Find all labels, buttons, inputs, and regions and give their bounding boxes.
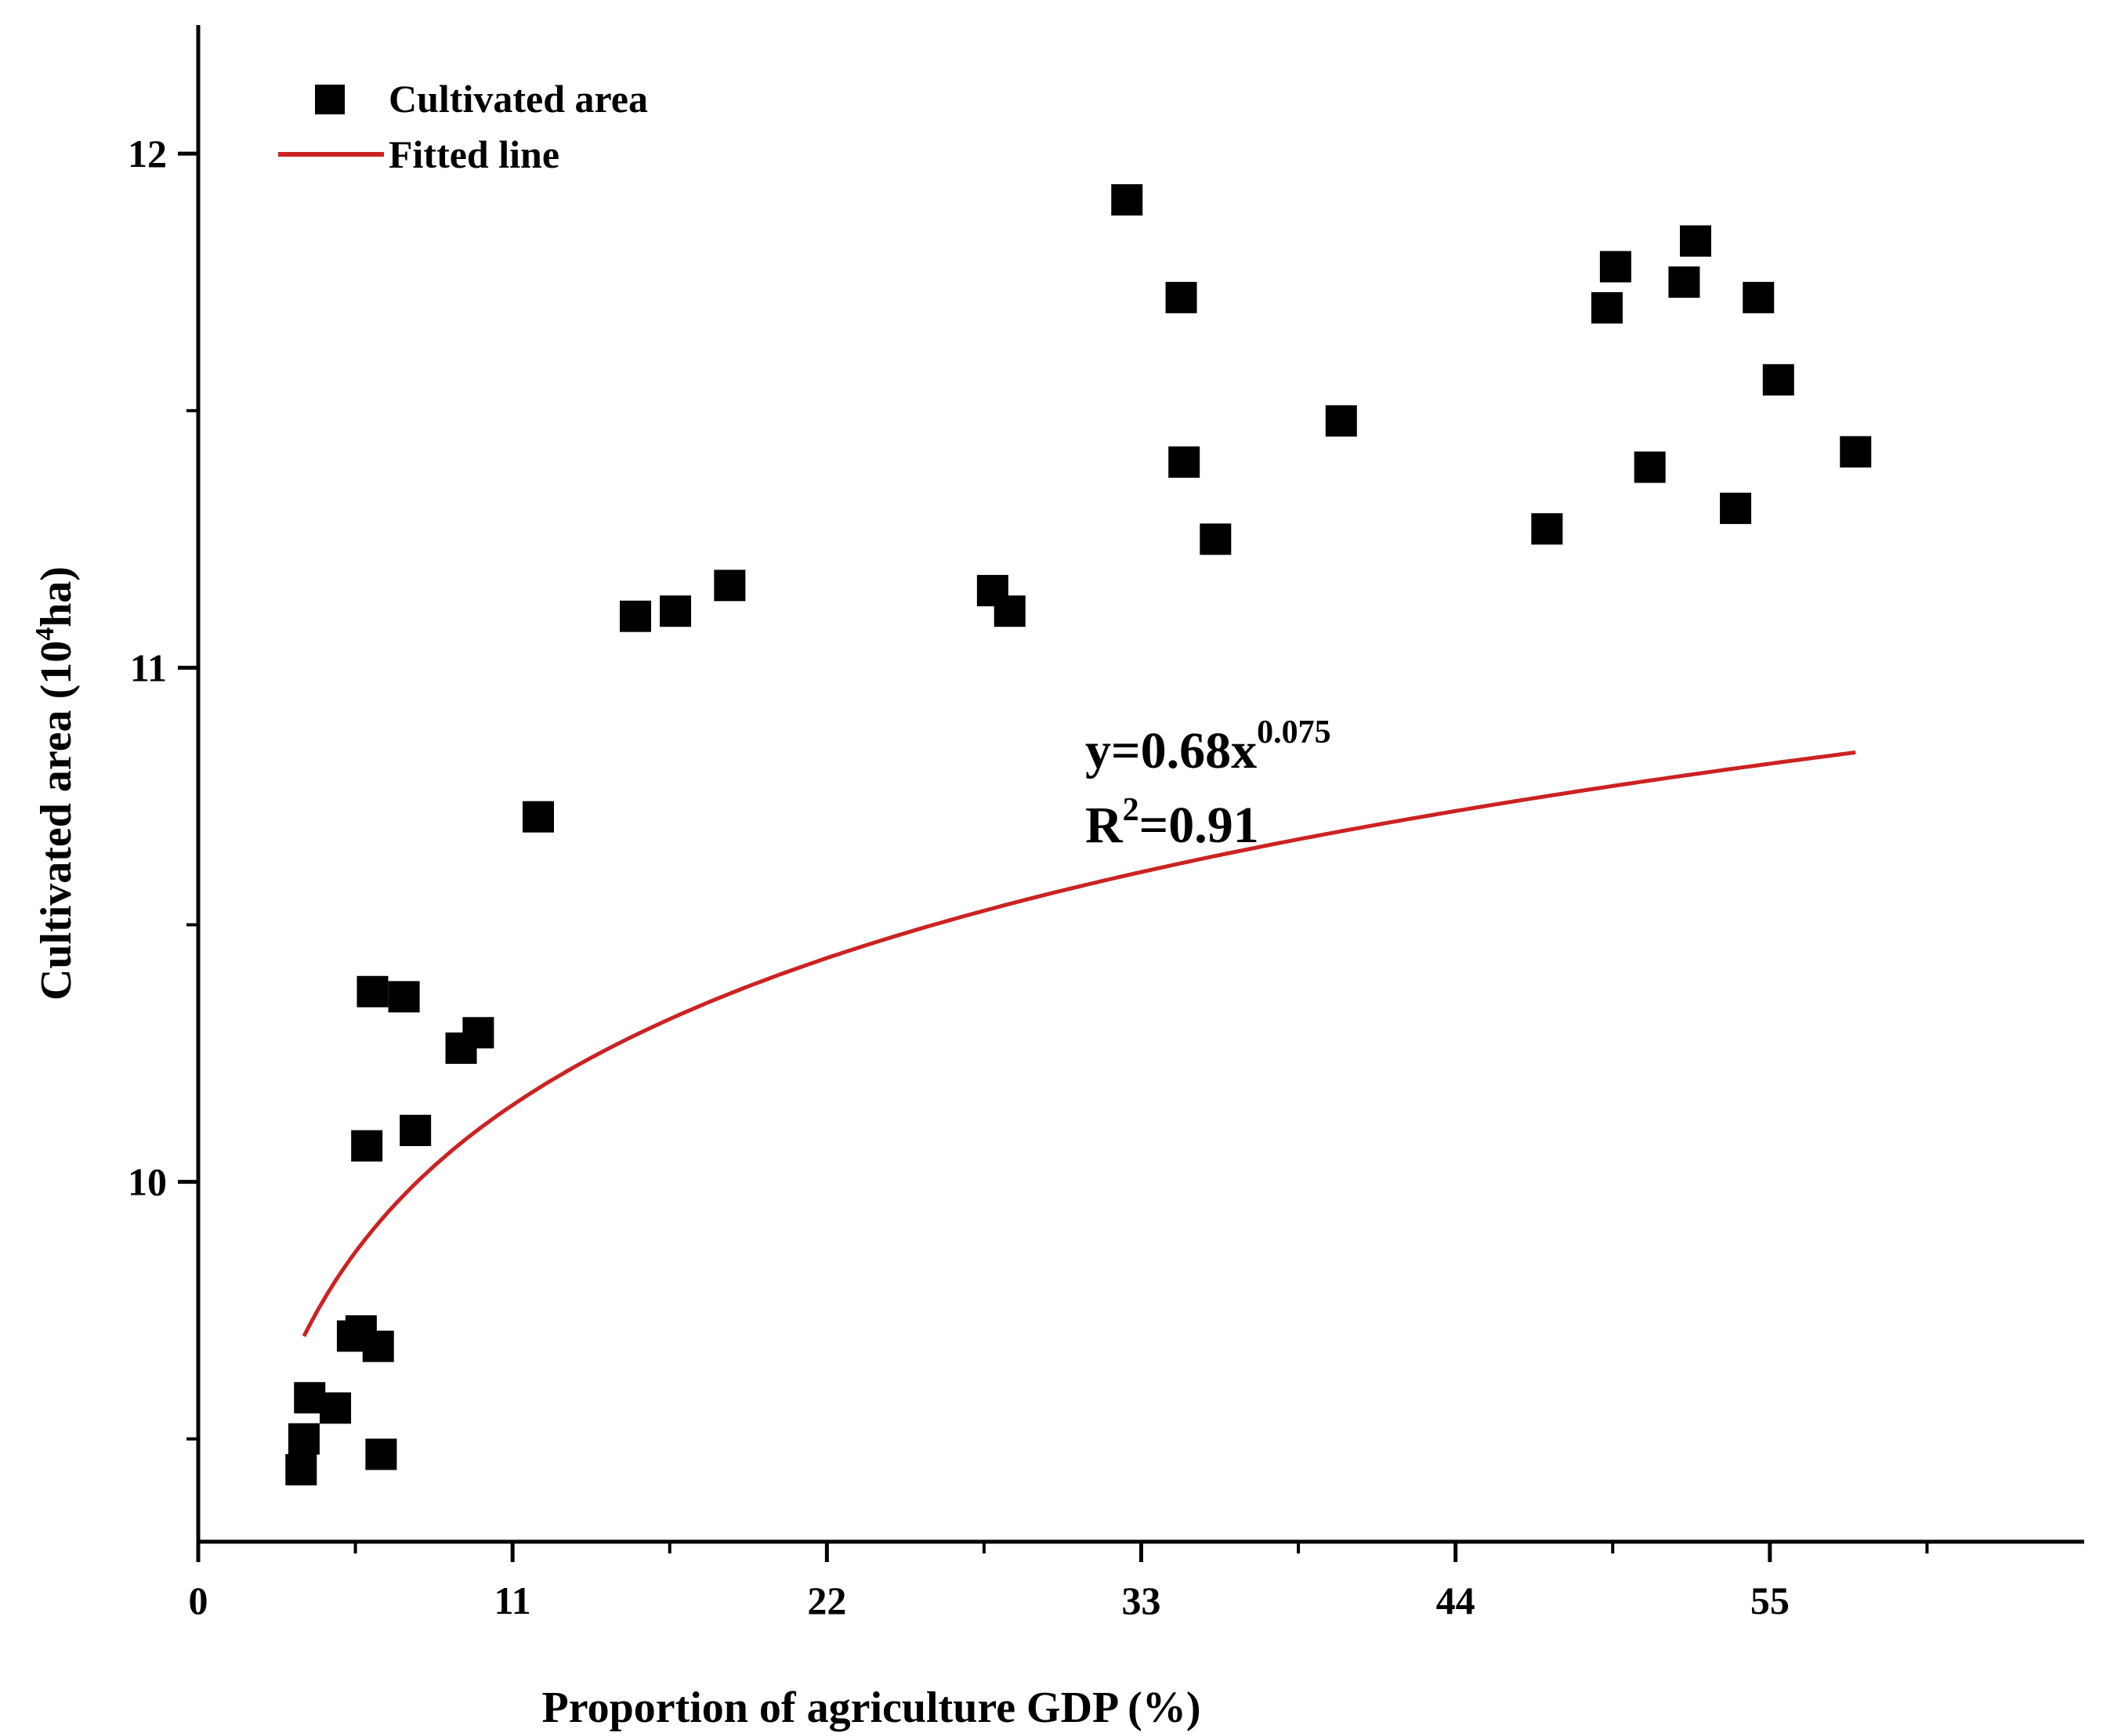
points-layer bbox=[285, 184, 1872, 1486]
data-point bbox=[1531, 513, 1563, 545]
r-squared-prefix: R bbox=[1085, 797, 1124, 854]
data-point bbox=[362, 1330, 394, 1362]
data-point bbox=[320, 1392, 352, 1424]
x-axis-title: Proportion of agriculture GDP (%) bbox=[542, 1684, 1201, 1732]
data-point bbox=[1743, 281, 1775, 313]
data-point bbox=[1591, 291, 1623, 324]
equation-prefix: y=0.68x bbox=[1085, 722, 1257, 779]
data-point bbox=[1668, 266, 1700, 298]
data-point bbox=[285, 1454, 317, 1486]
data-point bbox=[357, 975, 389, 1007]
legend: Cultivated area Fitted line bbox=[278, 77, 648, 176]
data-point bbox=[351, 1130, 383, 1162]
r-squared-suffix: =0.91 bbox=[1139, 797, 1259, 854]
y-axis-title-after: ha) bbox=[32, 566, 81, 627]
data-point bbox=[388, 981, 420, 1013]
data-point bbox=[714, 570, 746, 602]
y-axis-title-before: Cultivated area (10 bbox=[32, 641, 81, 1000]
data-point bbox=[660, 595, 692, 627]
data-point bbox=[365, 1438, 397, 1470]
data-point bbox=[1200, 523, 1232, 555]
x-tick-label: 44 bbox=[1436, 1579, 1475, 1622]
equation-exponent: 0.075 bbox=[1257, 714, 1331, 750]
y-tick-label: 11 bbox=[130, 646, 167, 689]
data-point bbox=[1111, 184, 1143, 216]
fitted-line bbox=[302, 750, 1856, 1337]
x-ticks: 0 11 22 33 44 55 bbox=[189, 1542, 1929, 1622]
data-point bbox=[400, 1114, 432, 1146]
axes bbox=[196, 25, 2084, 1544]
legend-point-label: Cultivated area bbox=[389, 77, 648, 121]
data-point bbox=[1168, 446, 1200, 478]
x-tick-label: 0 bbox=[189, 1579, 208, 1622]
data-point bbox=[1680, 225, 1712, 257]
x-tick-label: 11 bbox=[494, 1579, 531, 1622]
y-axis-title-sup: 4 bbox=[31, 627, 60, 641]
data-point bbox=[1762, 363, 1794, 396]
x-tick-label: 55 bbox=[1750, 1579, 1790, 1622]
data-point bbox=[1720, 492, 1752, 524]
equation-label: y=0.68x0.075 bbox=[1085, 714, 1331, 779]
fit-layer bbox=[302, 750, 1856, 1337]
r-squared-label: R2=0.91 bbox=[1085, 792, 1259, 854]
x-tick-label: 22 bbox=[807, 1579, 846, 1622]
y-tick-label: 10 bbox=[128, 1160, 167, 1204]
r-squared-sup: 2 bbox=[1123, 792, 1139, 828]
legend-line-label: Fitted line bbox=[389, 132, 559, 176]
data-point bbox=[1634, 451, 1666, 483]
x-tick-label: 33 bbox=[1122, 1579, 1161, 1622]
y-axis-title: Cultivated area (104ha) bbox=[31, 566, 81, 1000]
data-point bbox=[994, 595, 1026, 627]
data-point bbox=[1325, 405, 1357, 437]
data-point bbox=[522, 801, 554, 833]
data-point bbox=[288, 1423, 320, 1455]
legend-point-marker bbox=[315, 85, 345, 114]
data-point bbox=[1840, 436, 1872, 468]
data-point bbox=[1165, 281, 1197, 313]
data-point bbox=[619, 600, 651, 632]
data-point bbox=[445, 1032, 477, 1064]
y-ticks: 10 11 12 bbox=[128, 132, 198, 1441]
data-point bbox=[1599, 251, 1631, 283]
y-tick-label: 12 bbox=[128, 132, 167, 175]
